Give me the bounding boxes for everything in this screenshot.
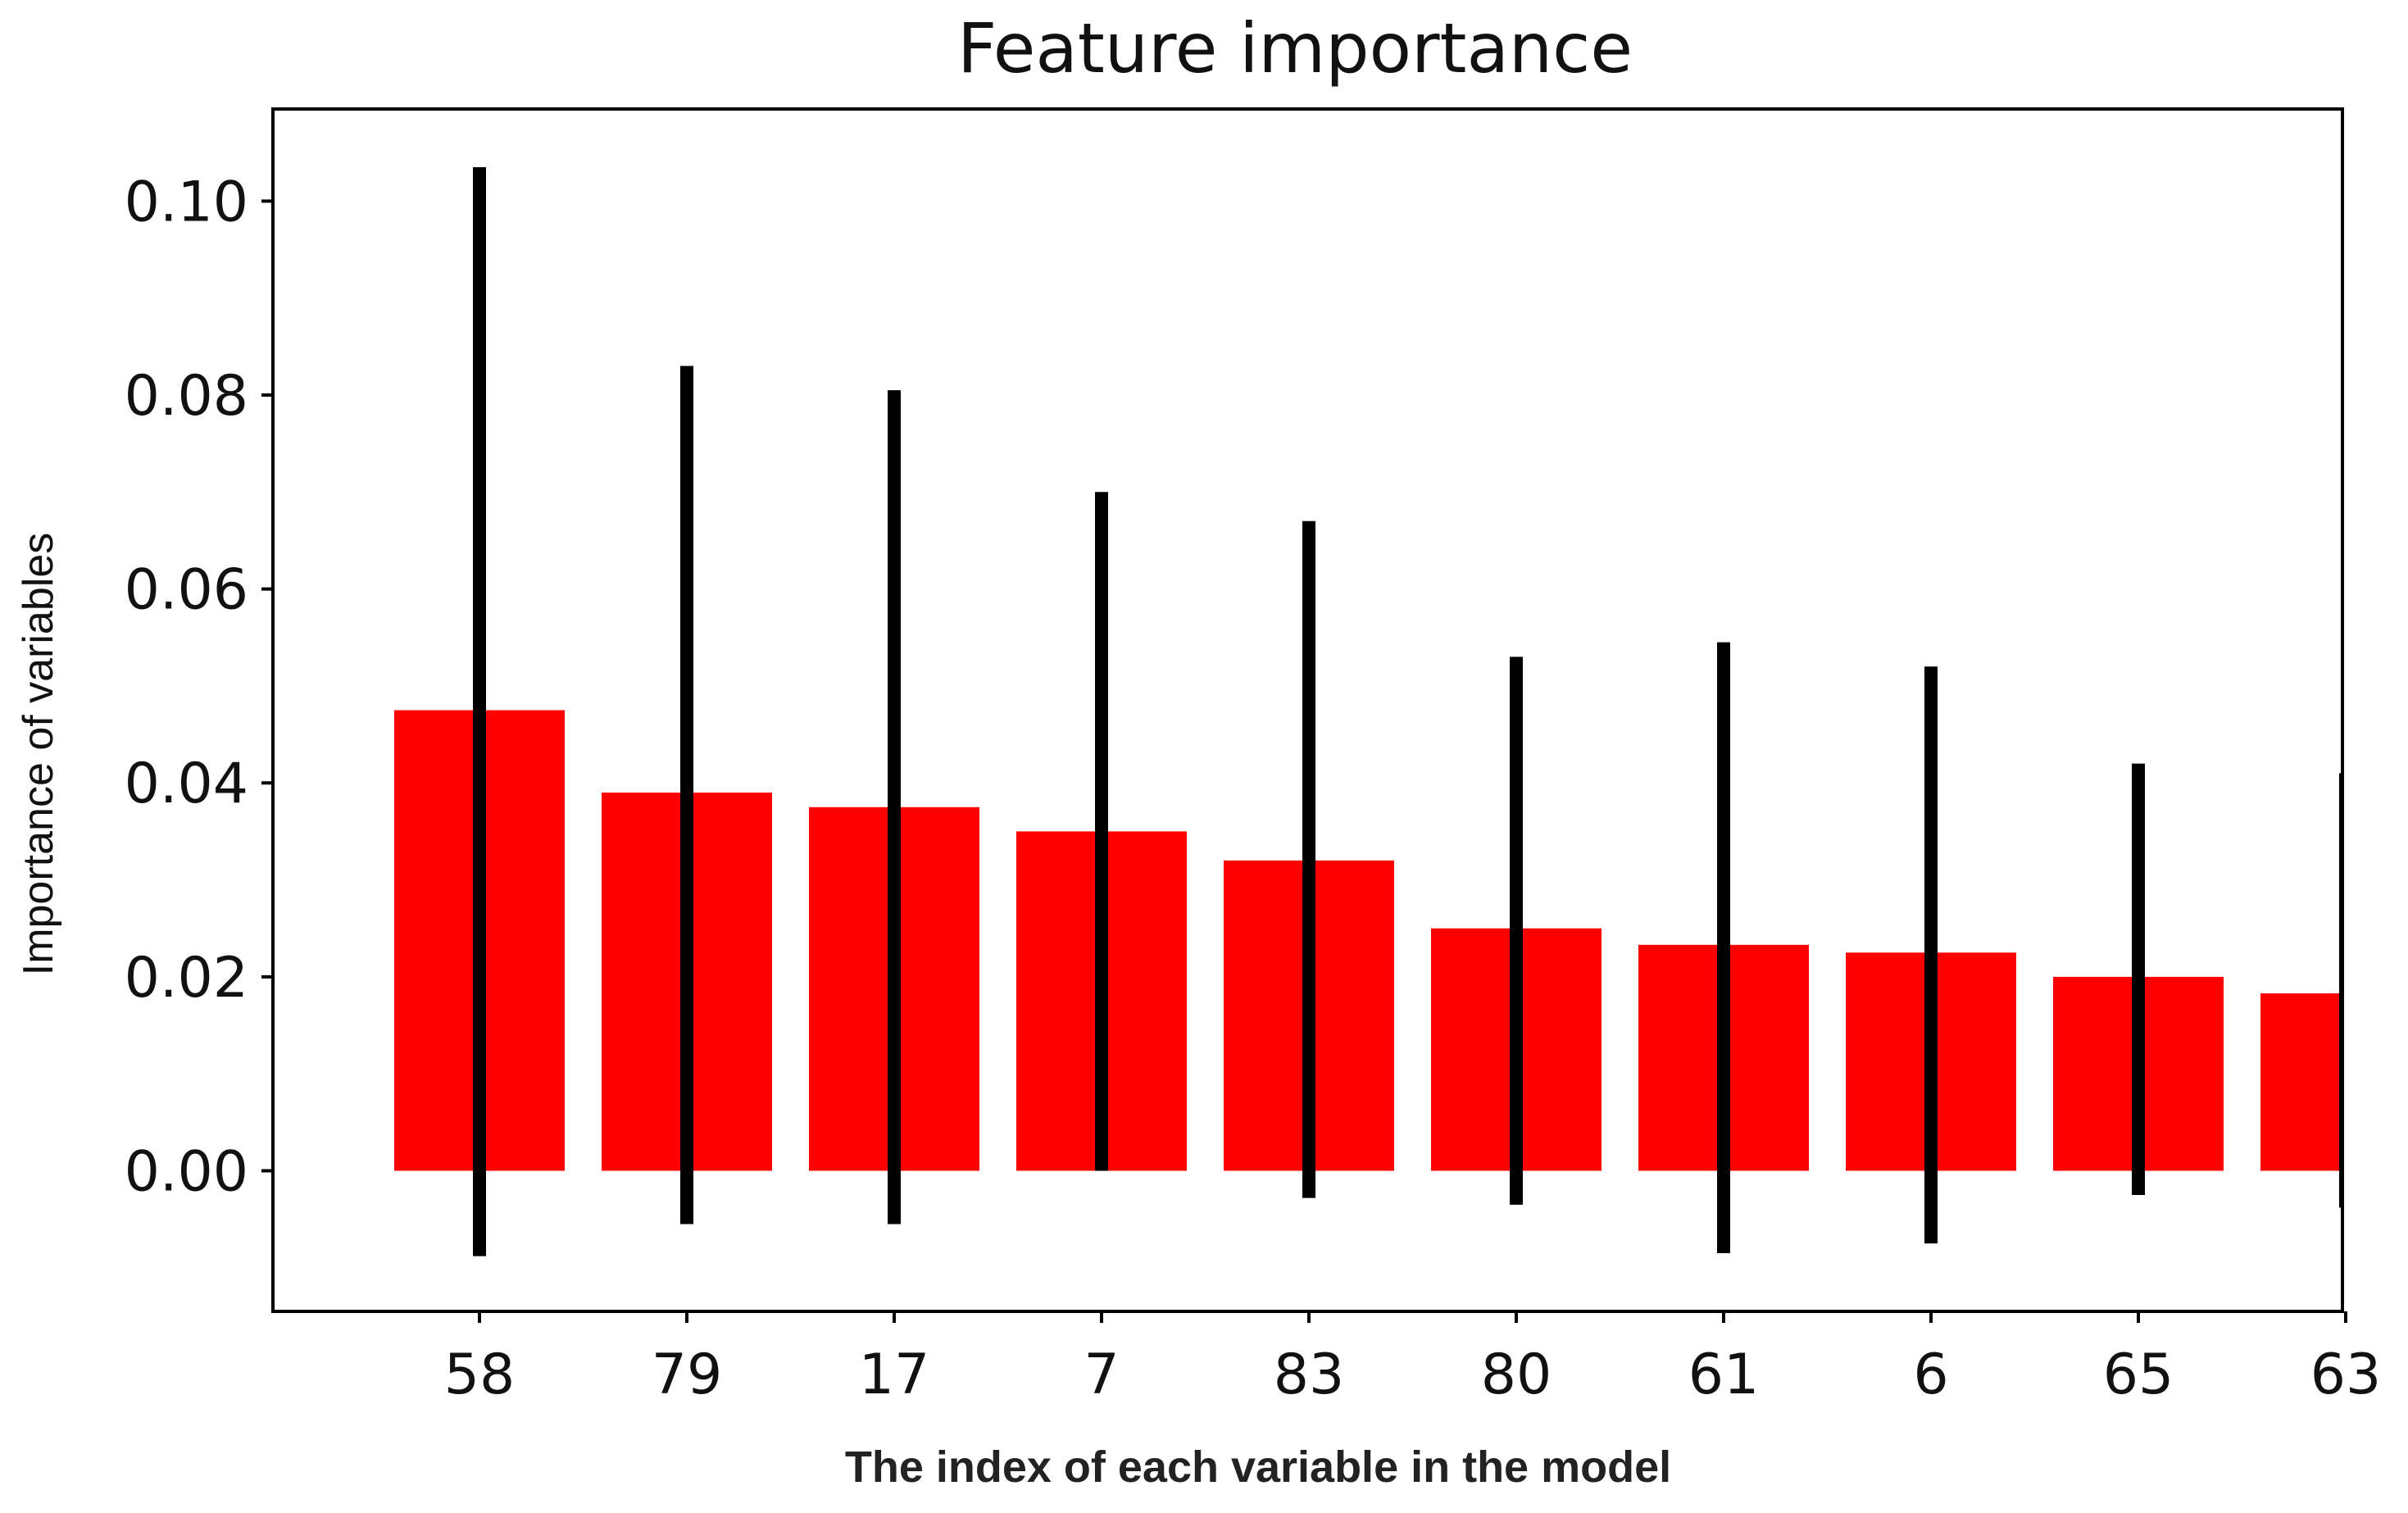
x-tick-label: 79 bbox=[652, 1343, 723, 1407]
y-tick-label: 0.02 bbox=[125, 946, 248, 1011]
x-tick-label: 80 bbox=[1481, 1343, 1552, 1407]
bar-63 bbox=[2260, 993, 2342, 1171]
x-tick-label: 17 bbox=[859, 1343, 930, 1407]
x-tick-label: 58 bbox=[444, 1343, 516, 1407]
x-axis-label: The index of each variable in the model bbox=[845, 1443, 1671, 1492]
y-tick-label: 0.04 bbox=[125, 752, 248, 816]
y-tick-label: 0.06 bbox=[125, 558, 248, 623]
y-tick-label: 0.00 bbox=[125, 1139, 248, 1204]
x-tick-label: 6 bbox=[1913, 1343, 1948, 1407]
chart-title: Feature importance bbox=[957, 8, 1633, 89]
y-tick-label: 0.08 bbox=[125, 364, 248, 429]
y-tick-label: 0.10 bbox=[125, 170, 248, 234]
bar-series bbox=[394, 166, 2342, 1256]
x-axis: 58 79 17 7 83 80 61 6 65 63 bbox=[444, 1311, 2382, 1407]
plot-area bbox=[271, 107, 2344, 1313]
x-tick-label: 61 bbox=[1688, 1343, 1760, 1407]
y-axis-label: Importance of variables bbox=[15, 533, 62, 976]
x-tick-label: 65 bbox=[2103, 1343, 2174, 1407]
x-tick-label: 7 bbox=[1084, 1343, 1119, 1407]
y-axis: 0.00 0.02 0.04 0.06 0.08 0.10 bbox=[125, 170, 273, 1204]
x-tick-label: 83 bbox=[1274, 1343, 1345, 1407]
x-tick-label: 63 bbox=[2310, 1343, 2382, 1407]
